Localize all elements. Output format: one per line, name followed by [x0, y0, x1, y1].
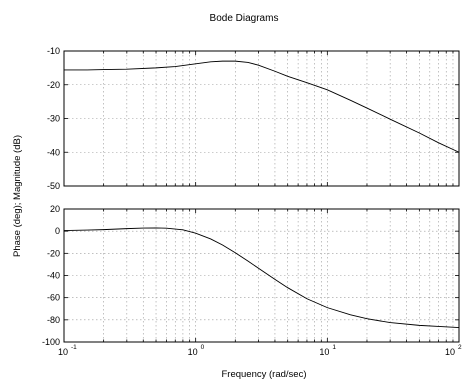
phase-panel: 20 0 -20 -40 -60 -80 -100 [42, 204, 460, 347]
phase-y-tick-label: -20 [47, 248, 60, 258]
magnitude-panel: -10 -20 -30 -40 -50 [47, 46, 460, 191]
x-tick-label-exponent: 2 [458, 344, 462, 351]
x-tick-labels: 10 -1 10 0 10 1 10 2 [58, 344, 462, 357]
phase-y-tick-label: 20 [50, 204, 60, 214]
x-axis-label: Frequency (rad/sec) [221, 369, 306, 379]
magnitude-y-tick-label: -10 [47, 46, 60, 56]
magnitude-y-tick-label: -40 [47, 147, 60, 157]
phase-y-tick-label: -60 [47, 293, 60, 303]
phase-y-tick-label: -40 [47, 271, 60, 281]
x-tick-label: 10 2 [445, 344, 462, 357]
magnitude-y-tick-label: -50 [47, 181, 60, 191]
magnitude-axes-frame [63, 50, 460, 187]
magnitude-y-tick-labels: -10 -20 -30 -40 -50 [47, 46, 60, 191]
phase-y-tick-labels: 20 0 -20 -40 -60 -80 -100 [42, 204, 60, 347]
x-tick-label-base: 10 [188, 347, 198, 357]
phase-y-tick-label: 0 [55, 226, 60, 236]
x-tick-label-exponent: 1 [332, 344, 336, 351]
phase-axes-frame [63, 208, 460, 343]
chart-title: Bode Diagrams [210, 13, 279, 24]
phase-y-tick-label: -100 [42, 337, 60, 347]
magnitude-y-tick-label: -20 [47, 80, 60, 90]
x-tick-label: 10 1 [319, 344, 336, 357]
magnitude-y-tick-label: -30 [47, 114, 60, 124]
y-axis-label: Phase (deg); Magnitude (dB) [12, 135, 23, 257]
x-tick-label-base: 10 [445, 347, 455, 357]
x-tick-label-base: 10 [58, 347, 68, 357]
x-tick-label-exponent: 0 [201, 344, 205, 351]
x-tick-label-base: 10 [319, 347, 329, 357]
x-tick-label-exponent: -1 [71, 344, 77, 351]
magnitude-series-line [64, 60, 460, 153]
x-tick-label: 10 -1 [58, 344, 77, 357]
phase-series-line [63, 227, 460, 329]
phase-y-tick-label: -80 [47, 315, 60, 325]
x-tick-label: 10 0 [188, 344, 205, 357]
